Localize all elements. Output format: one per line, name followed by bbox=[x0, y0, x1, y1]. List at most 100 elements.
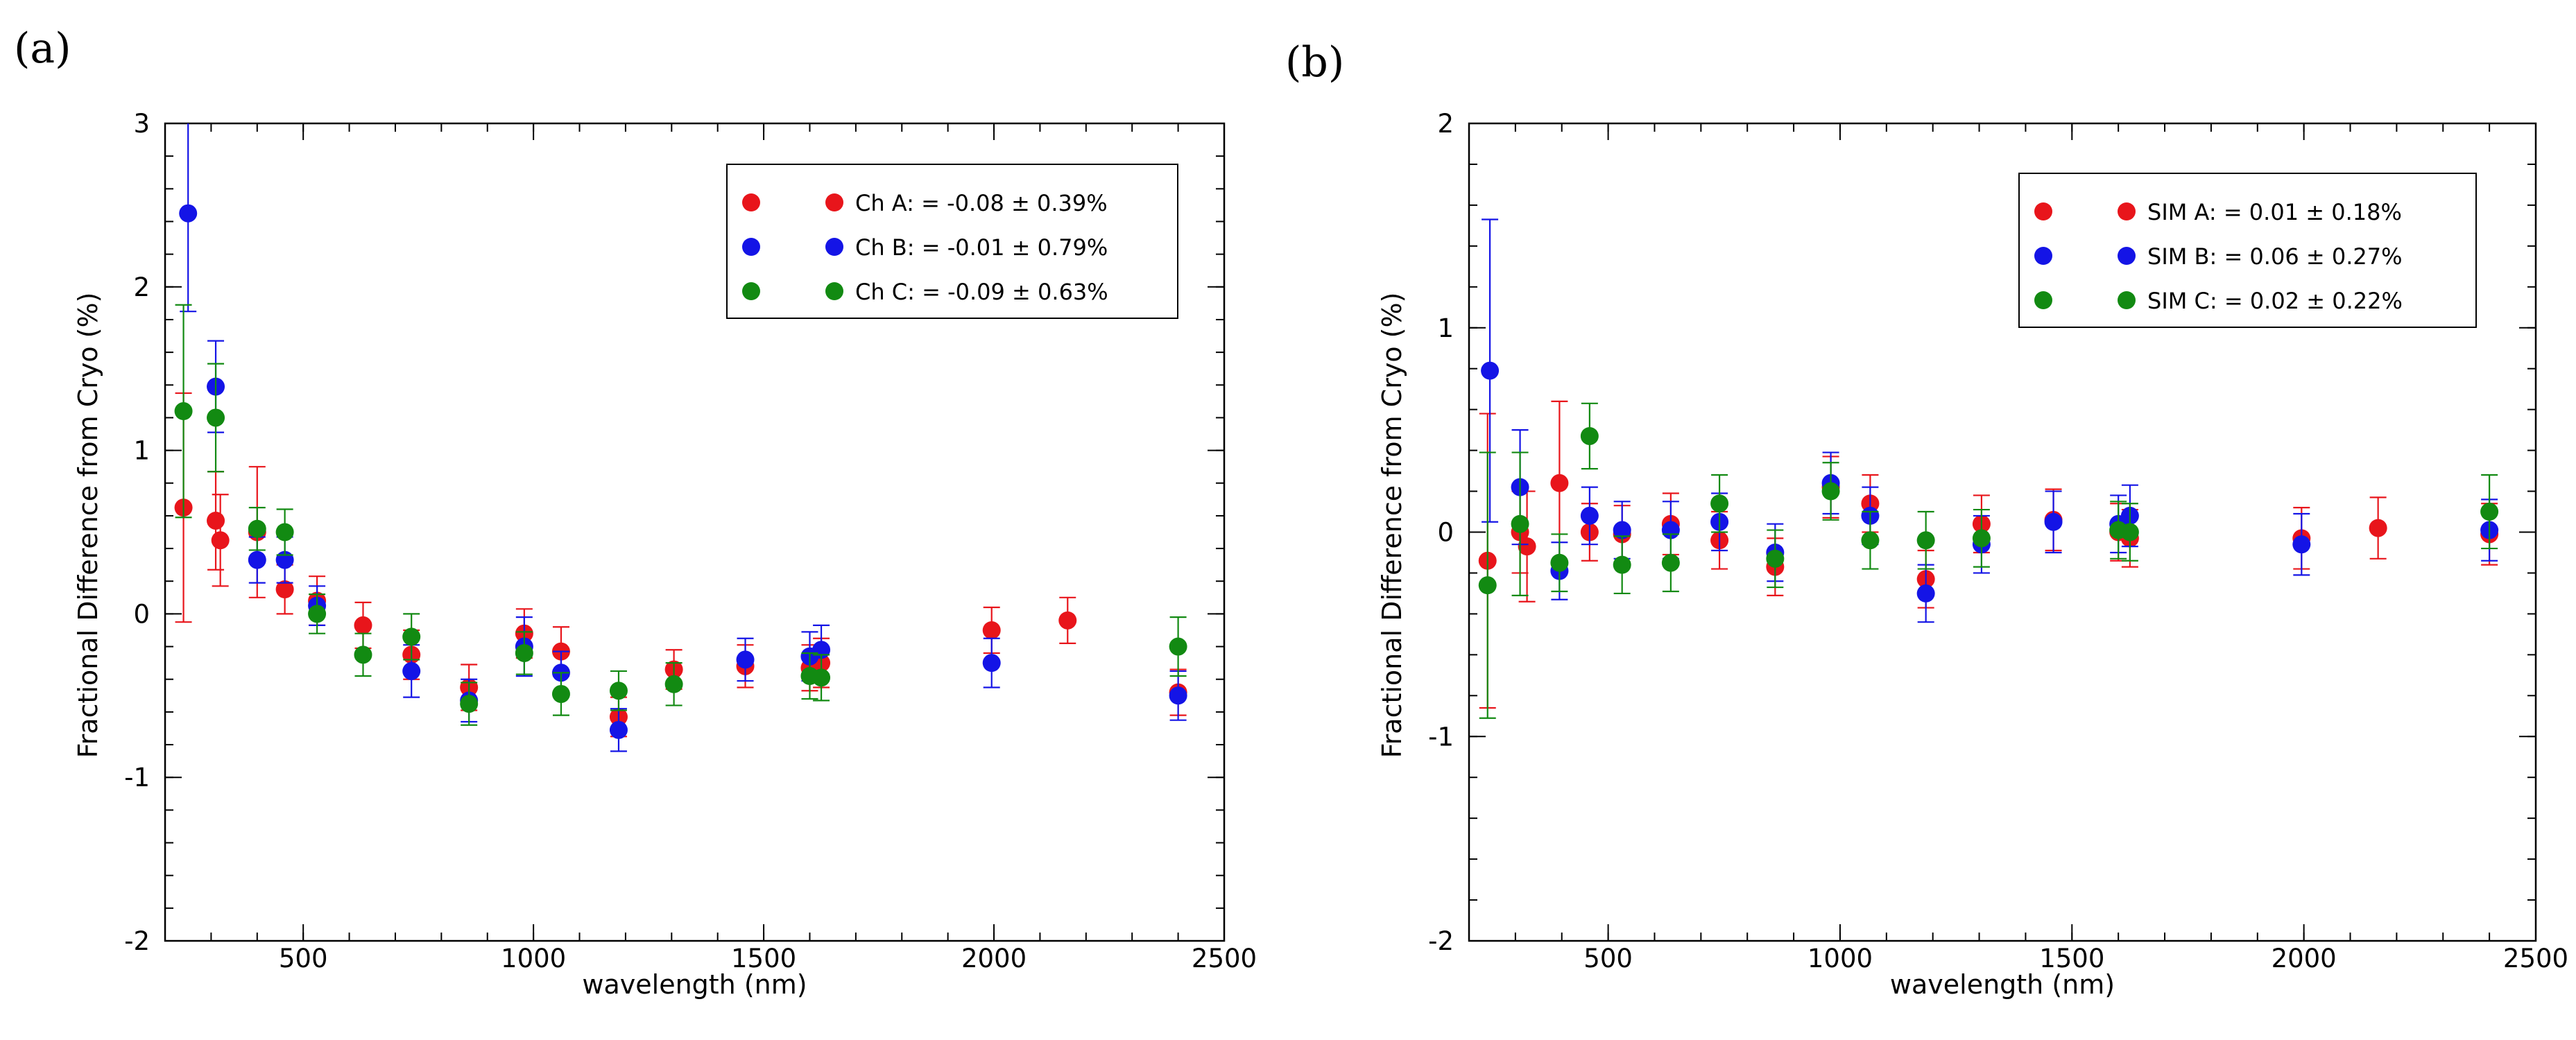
y-tick-label: -2 bbox=[124, 926, 150, 956]
legend-marker bbox=[2034, 291, 2052, 309]
data-point bbox=[308, 605, 327, 623]
legend-entry: SIM B: = 0.06 ± 0.27% bbox=[2147, 243, 2402, 270]
data-point bbox=[736, 650, 755, 669]
legend-marker bbox=[2034, 247, 2052, 265]
data-point bbox=[1580, 506, 1599, 525]
x-tick-label: 1500 bbox=[731, 944, 796, 973]
data-point bbox=[1518, 537, 1536, 556]
data-point bbox=[609, 682, 628, 700]
data-point bbox=[1613, 521, 1631, 539]
legend-box bbox=[726, 164, 1178, 319]
data-point bbox=[982, 621, 1001, 639]
data-point bbox=[1169, 637, 1187, 656]
panel-label: (a) bbox=[14, 24, 71, 73]
x-axis-label: wavelength (nm) bbox=[582, 969, 807, 1000]
legend-marker bbox=[2118, 247, 2136, 265]
series-ch-c bbox=[174, 304, 1187, 726]
plot-area bbox=[174, 123, 1187, 752]
data-point bbox=[275, 523, 294, 541]
data-point bbox=[207, 511, 225, 530]
data-point bbox=[1478, 576, 1497, 595]
legend-marker bbox=[2034, 202, 2052, 220]
data-point bbox=[1481, 361, 1500, 380]
data-point bbox=[1766, 549, 1785, 568]
y-tick-label: -1 bbox=[1428, 722, 1454, 752]
data-point bbox=[1661, 553, 1680, 572]
x-tick-label: 1000 bbox=[501, 944, 566, 973]
legend-entry: Ch B: = -0.01 ± 0.79% bbox=[855, 234, 1108, 261]
data-point bbox=[174, 402, 193, 421]
y-tick-label: 2 bbox=[133, 272, 150, 302]
y-axis-label: Fractional Difference from Cryo (%) bbox=[1377, 293, 1407, 759]
x-tick-label: 1000 bbox=[1808, 944, 1873, 973]
data-point bbox=[1972, 529, 1991, 548]
data-point bbox=[1821, 482, 1840, 501]
data-point bbox=[402, 661, 421, 680]
data-point bbox=[812, 668, 831, 687]
y-tick-label: 0 bbox=[133, 599, 150, 629]
x-tick-label: 2000 bbox=[2272, 944, 2337, 973]
legend-entry: SIM C: = 0.02 ± 0.22% bbox=[2147, 288, 2403, 314]
data-point bbox=[248, 551, 266, 569]
x-tick-label: 2000 bbox=[961, 944, 1027, 973]
x-tick-label: 500 bbox=[1583, 944, 1633, 973]
data-point bbox=[275, 580, 294, 599]
x-tick-label: 2500 bbox=[2503, 944, 2568, 973]
data-point bbox=[2292, 535, 2311, 554]
data-point bbox=[1580, 426, 1599, 445]
data-point bbox=[1169, 686, 1187, 705]
y-tick-label: 1 bbox=[1437, 313, 1454, 343]
legend-marker bbox=[825, 238, 843, 256]
chart-panel-a: (a) 500 1000 1500 2000 2500 -2 -1 0 1 2 3 wavelength… bbox=[14, 24, 1257, 1000]
data-point bbox=[609, 720, 628, 739]
legend-entry: Ch A: = -0.08 ± 0.39% bbox=[855, 190, 1108, 216]
y-tick-label: 0 bbox=[1437, 518, 1454, 548]
data-point bbox=[1710, 494, 1729, 513]
data-point bbox=[354, 616, 372, 634]
legend: SIM A: = 0.01 ± 0.18% SIM B: = 0.06 ± 0.2… bbox=[2018, 173, 2477, 328]
data-point bbox=[2480, 503, 2499, 521]
x-axis-label: wavelength (nm) bbox=[1890, 969, 2115, 1000]
y-tick-label: -1 bbox=[124, 763, 150, 792]
data-point bbox=[1861, 531, 1880, 550]
y-tick-label: 1 bbox=[133, 436, 150, 466]
series-sim-c bbox=[1478, 402, 2499, 719]
series-sim-a bbox=[1478, 400, 2499, 709]
y-tick-label: 2 bbox=[1437, 109, 1454, 139]
plot-area bbox=[1478, 218, 2499, 719]
data-point bbox=[1550, 474, 1569, 492]
data-point bbox=[248, 519, 266, 538]
x-tick-label: 2500 bbox=[1192, 944, 1257, 973]
data-point bbox=[2369, 519, 2387, 537]
legend-entry: Ch C: = -0.09 ± 0.63% bbox=[855, 279, 1108, 305]
panel-label: (b) bbox=[1285, 38, 1344, 87]
y-tick-label: -2 bbox=[1428, 926, 1454, 956]
data-point bbox=[664, 675, 683, 693]
data-point bbox=[179, 204, 198, 223]
legend-marker bbox=[2118, 202, 2136, 220]
data-point bbox=[460, 695, 479, 713]
legend: Ch A: = -0.08 ± 0.39% Ch B: = -0.01 ± 0.7… bbox=[726, 164, 1178, 319]
y-axis-label: Fractional Difference from Cryo (%) bbox=[73, 293, 103, 759]
data-point bbox=[354, 645, 372, 664]
chart-panel-b: (b) 500 1000 1500 2000 2500 -2 -1 0 1 2 wavelength … bbox=[1285, 38, 2568, 1000]
legend-marker bbox=[2118, 291, 2136, 309]
legend-entry: SIM A: = 0.01 ± 0.18% bbox=[2147, 199, 2402, 225]
y-tick-label: 3 bbox=[133, 109, 150, 139]
data-point bbox=[1550, 553, 1569, 572]
plot-frame bbox=[164, 122, 1226, 942]
data-point bbox=[515, 643, 533, 662]
data-point bbox=[551, 684, 570, 703]
data-point bbox=[402, 627, 421, 646]
data-point bbox=[2044, 512, 2063, 531]
data-point bbox=[1058, 611, 1077, 630]
legend-marker bbox=[825, 282, 843, 300]
data-point bbox=[1916, 531, 1935, 550]
data-point bbox=[1613, 555, 1631, 574]
legend-marker bbox=[742, 282, 760, 300]
data-point bbox=[1916, 584, 1935, 603]
legend-marker bbox=[742, 193, 760, 211]
legend-marker bbox=[825, 193, 843, 211]
legend-marker bbox=[742, 238, 760, 256]
